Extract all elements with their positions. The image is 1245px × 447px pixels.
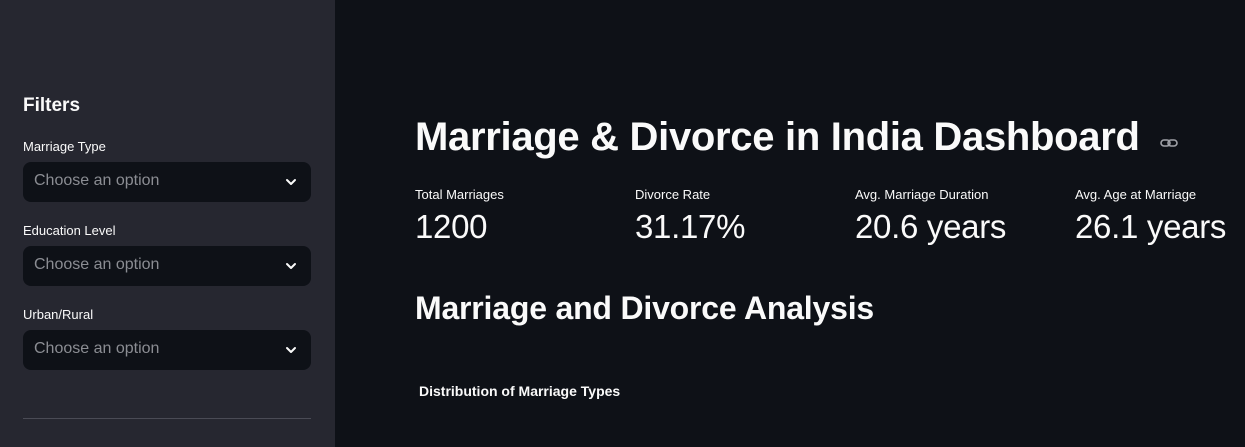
metric-avg-age-at-marriage: Avg. Age at Marriage 26.1 years (1075, 187, 1245, 246)
sidebar-title: Filters (23, 95, 81, 116)
sidebar-divider (23, 418, 311, 419)
link-icon[interactable] (1160, 136, 1178, 150)
filter-label-education-level: Education Level (23, 223, 116, 238)
metric-total-marriages: Total Marriages 1200 (415, 187, 625, 246)
metric-avg-marriage-duration: Avg. Marriage Duration 20.6 years (855, 187, 1065, 246)
page-title: Marriage & Divorce in India Dashboard (415, 115, 1140, 159)
select-placeholder: Choose an option (34, 172, 160, 189)
metric-label: Avg. Marriage Duration (855, 187, 989, 202)
metric-label: Avg. Age at Marriage (1075, 187, 1197, 202)
chart-title: Distribution of Marriage Types (419, 383, 621, 399)
urban-rural-select[interactable]: Choose an option (23, 330, 311, 370)
metric-value: 1200 (415, 208, 488, 245)
select-placeholder: Choose an option (34, 256, 160, 273)
main-content: Marriage & Divorce in India Dashboard To… (335, 0, 1245, 447)
marriage-type-select[interactable]: Choose an option (23, 162, 311, 202)
education-level-select[interactable]: Choose an option (23, 246, 311, 286)
filter-label-marriage-type: Marriage Type (23, 139, 106, 154)
metric-divorce-rate: Divorce Rate 31.17% (635, 187, 845, 246)
metric-value: 20.6 years (855, 208, 1007, 245)
metric-label: Total Marriages (415, 187, 504, 202)
filter-label-urban-rural: Urban/Rural (23, 307, 94, 322)
select-placeholder: Choose an option (34, 340, 160, 357)
metric-value: 31.17% (635, 208, 746, 245)
chevron-down-icon (286, 179, 296, 185)
metric-label: Divorce Rate (635, 187, 711, 202)
chevron-down-icon (286, 347, 296, 353)
chevron-down-icon (286, 263, 296, 269)
metric-value: 26.1 years (1075, 208, 1227, 245)
sidebar: Filters Marriage Type Choose an option E… (0, 0, 335, 447)
section-heading: Marriage and Divorce Analysis (415, 290, 874, 326)
